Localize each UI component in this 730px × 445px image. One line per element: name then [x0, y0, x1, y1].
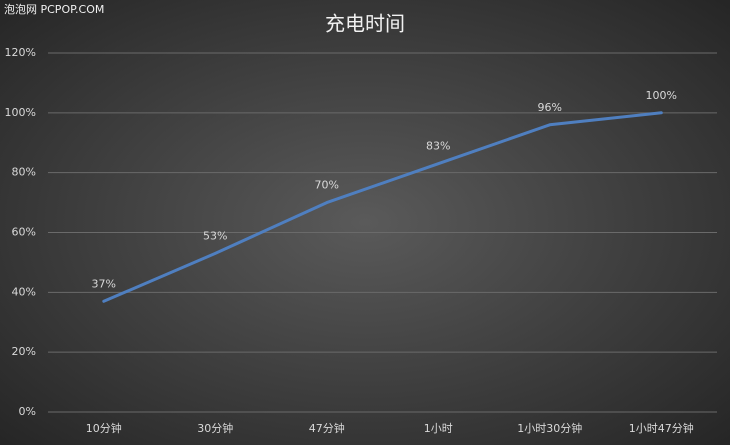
x-tick-label: 47分钟 [309, 421, 345, 435]
line [102, 111, 663, 303]
data-label: 83% [426, 140, 450, 153]
data-label: 53% [203, 229, 227, 242]
x-tick-label: 10分钟 [86, 421, 122, 435]
y-tick-label: 100% [5, 106, 36, 119]
y-tick-label: 0% [19, 405, 36, 418]
y-tick-label: 80% [12, 166, 36, 179]
y-tick-label: 60% [12, 226, 36, 239]
x-tick-label: 30分钟 [197, 421, 233, 435]
y-tick-label: 120% [5, 46, 36, 59]
y-tick-label: 40% [12, 285, 36, 298]
data-label: 37% [92, 277, 116, 290]
x-tick-label: 1小时30分钟 [517, 421, 582, 435]
data-label: 96% [538, 101, 562, 114]
watermark: 泡泡网 PCPOP.COM [4, 2, 104, 16]
x-tick-label: 1小时47分钟 [629, 421, 694, 435]
data-label: 100% [646, 89, 677, 102]
x-tick-label: 1小时 [424, 422, 453, 435]
data-label: 70% [315, 179, 339, 192]
y-tick-label: 20% [12, 345, 36, 358]
chart-title: 充电时间 [325, 12, 405, 36]
